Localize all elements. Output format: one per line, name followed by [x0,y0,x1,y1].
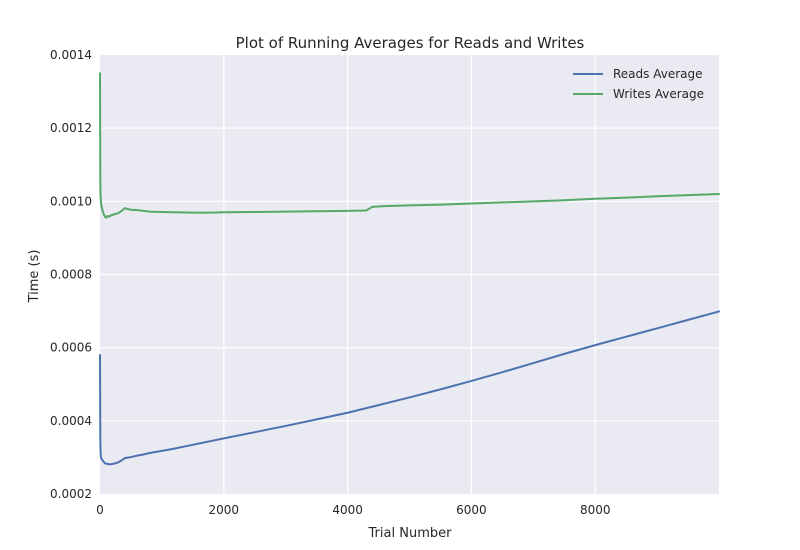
y-tick-label: 0.0008 [50,268,92,282]
x-tick-label: 8000 [580,503,611,517]
x-tick-label: 4000 [332,503,363,517]
series-line-writes-average [99,72,720,219]
y-axis-ticks: 0.0002 0.0004 0.0006 0.0008 0.0010 0.0012 0.00… [50,48,92,501]
x-axis-label: Trial Number [368,526,453,541]
x-tick-label: 2000 [209,503,240,517]
x-tick-label: 0 [96,503,104,517]
chart-title: Plot of Running Averages for Reads and W… [236,34,585,52]
series-lines [99,72,720,466]
x-axis-ticks: 0 2000 4000 6000 8000 [96,503,610,517]
grid-lines [100,55,719,494]
y-axis-label: Time (s) [27,250,42,304]
legend-label: Reads Average [613,67,703,81]
series-line-reads-average [99,310,720,466]
y-tick-label: 0.0010 [50,194,92,208]
y-tick-label: 0.0002 [50,487,92,501]
y-tick-label: 0.0014 [50,48,92,62]
legend: Reads Average Writes Average [573,67,704,101]
y-tick-label: 0.0006 [50,341,92,355]
x-tick-label: 6000 [456,503,487,517]
y-tick-label: 0.0004 [50,414,92,428]
y-tick-label: 0.0012 [50,121,92,135]
legend-label: Writes Average [613,87,704,101]
